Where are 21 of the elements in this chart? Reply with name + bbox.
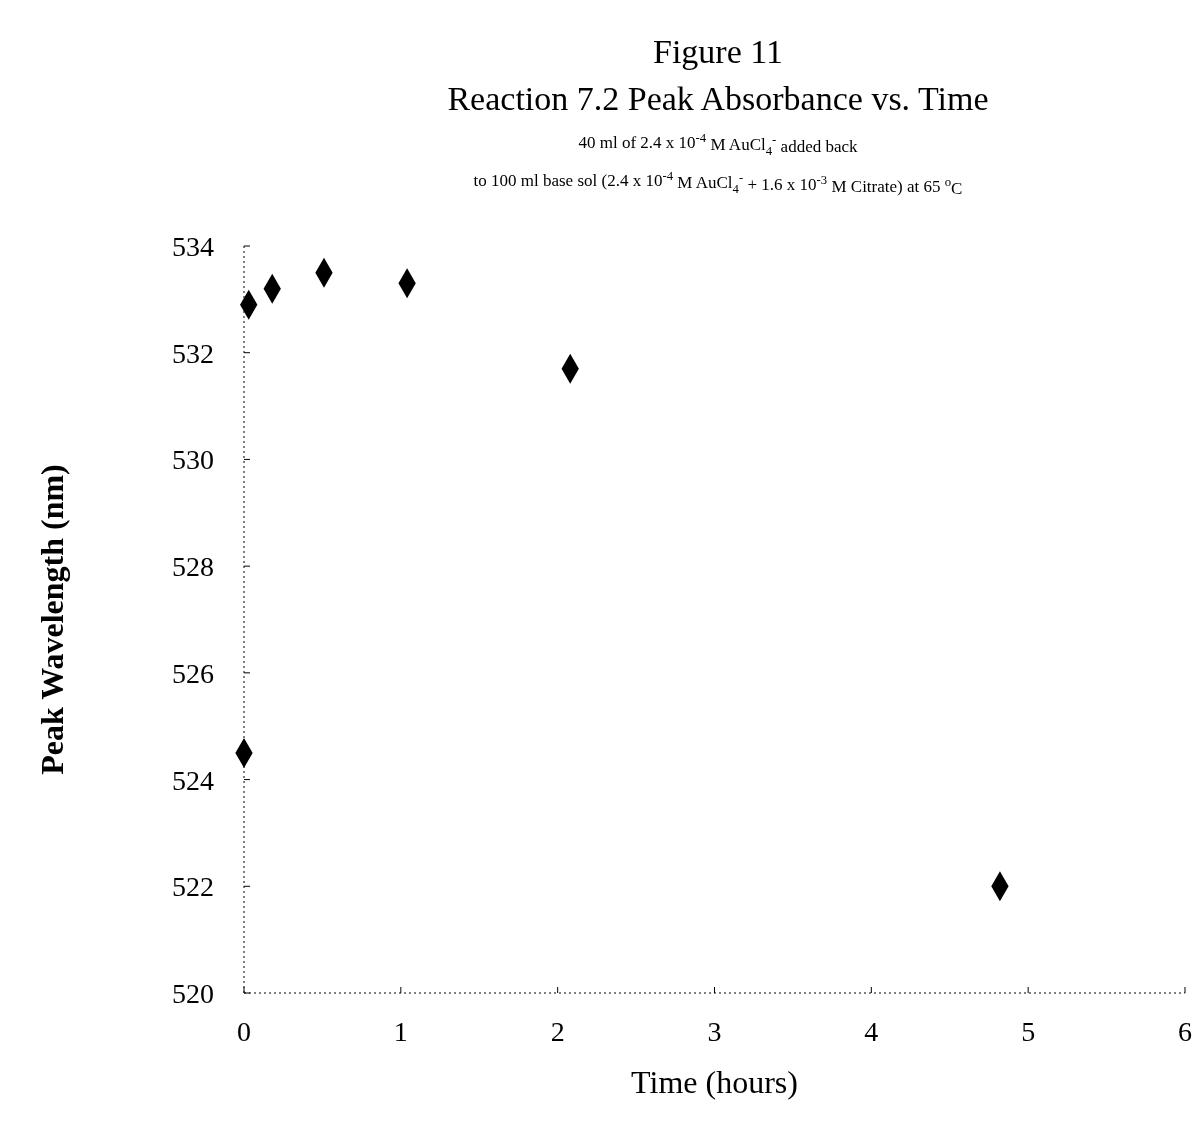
x-tick-label: 3 bbox=[707, 1016, 722, 1047]
text: to 100 ml base sol (2.4 x 10$^{-4}$ M AuCl$_{4}$$^{-}$ + 1.6 x 10$^{-3}$ M Citrate) at 65 $^{o}$C bbox=[473, 169, 963, 198]
y-tick-label: 526 bbox=[172, 657, 214, 689]
x-tick-label: 0 bbox=[237, 1016, 251, 1047]
y-tick-label: 532 bbox=[172, 337, 214, 369]
x-axis-title: Time (hours) bbox=[631, 1064, 798, 1100]
x-tick-label: 2 bbox=[550, 1016, 565, 1047]
x-tick-label: 1 bbox=[393, 1016, 408, 1047]
y-axis-title: Peak Wavelength (nm) bbox=[34, 464, 70, 775]
y-tick-label: 530 bbox=[172, 444, 214, 476]
x-tick-label: 6 bbox=[1178, 1016, 1192, 1047]
chart-subtitle: Reaction 7.2 Peak Absorbance vs. Time bbox=[447, 80, 989, 117]
chart-title: Figure 11 bbox=[652, 33, 784, 70]
y-tick-label: 522 bbox=[172, 871, 214, 903]
y-tick-label: 524 bbox=[172, 764, 214, 796]
y-tick-label: 528 bbox=[172, 551, 214, 583]
text: 40 ml of 2.4 x 10$^{-4}$ M AuCl$_{4}$$^{-}$ added back bbox=[578, 131, 859, 159]
y-tick-label: 534 bbox=[172, 231, 214, 262]
y-tick-label: 520 bbox=[172, 978, 214, 1009]
x-tick-label: 4 bbox=[864, 1016, 879, 1047]
x-tick-label: 5 bbox=[1021, 1016, 1036, 1047]
